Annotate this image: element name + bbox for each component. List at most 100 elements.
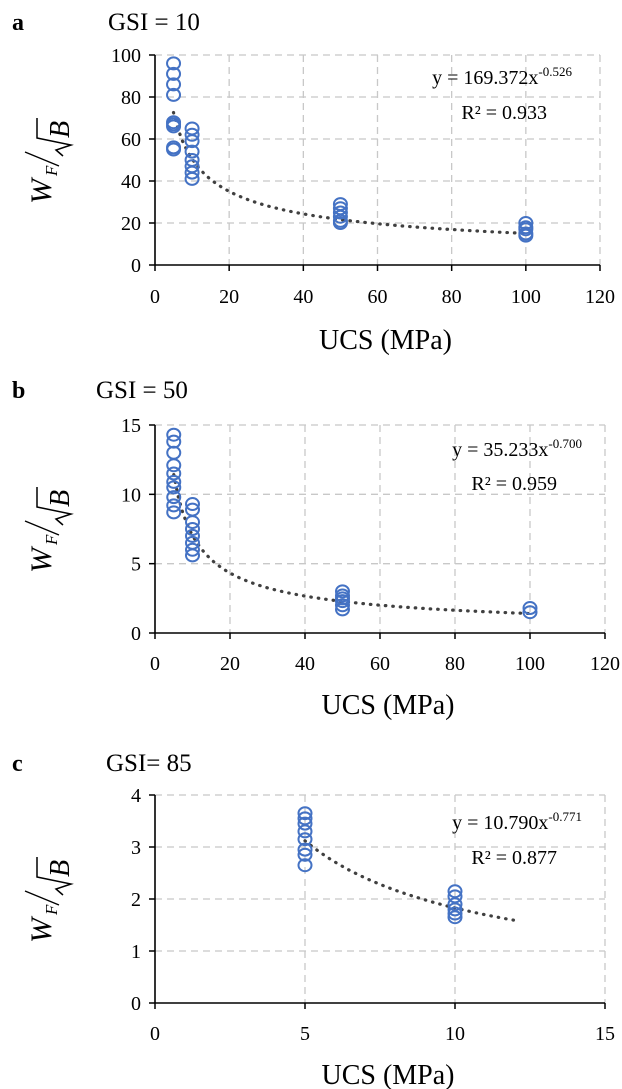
x-tick-label: 5 bbox=[300, 1023, 310, 1045]
data-point bbox=[447, 906, 463, 921]
data-point bbox=[185, 522, 200, 536]
x-tick-label: 120 bbox=[590, 653, 620, 675]
data-point bbox=[297, 842, 313, 857]
chart-panel-a: a GSI = 10 0 20 40 60 80 100 120 0 20 40 60 80 100 UCS … bbox=[12, 9, 615, 356]
y-axis-label: WF B bbox=[24, 118, 76, 204]
y-label-w: W bbox=[25, 545, 58, 573]
sqrt-sign bbox=[36, 857, 74, 896]
x-tick-label: 60 bbox=[370, 653, 390, 675]
x-tick-label: 20 bbox=[220, 653, 240, 675]
data-point bbox=[335, 598, 350, 613]
data-point bbox=[184, 144, 200, 159]
trendline bbox=[172, 473, 532, 616]
y-label-w: W bbox=[25, 915, 58, 943]
data-point bbox=[166, 66, 182, 81]
data-point bbox=[166, 458, 182, 473]
trend-equation: y = 169.372x-0.526 bbox=[432, 64, 572, 89]
panel-label: b bbox=[12, 378, 25, 404]
x-tick-label: 60 bbox=[368, 286, 388, 308]
x-tick-label: 0 bbox=[150, 1023, 160, 1045]
data-point bbox=[166, 466, 182, 481]
data-point bbox=[166, 56, 182, 71]
data-point bbox=[332, 209, 348, 224]
data-point bbox=[166, 77, 182, 92]
x-tick-label: 40 bbox=[293, 286, 313, 308]
data-point bbox=[335, 594, 350, 609]
data-point bbox=[297, 832, 313, 847]
y-tick-label: 100 bbox=[111, 45, 141, 67]
y-tick-label: 0 bbox=[131, 255, 141, 277]
y-tick-label: 40 bbox=[121, 171, 141, 193]
x-tick-label: 10 bbox=[445, 1023, 465, 1045]
data-point bbox=[184, 165, 200, 180]
y-label-w: W bbox=[25, 176, 58, 204]
y-label-slash bbox=[24, 151, 60, 167]
x-tick-label: 15 bbox=[595, 1023, 615, 1045]
data-point bbox=[166, 142, 182, 157]
data-point bbox=[166, 505, 182, 520]
y-label-sub: F bbox=[42, 534, 61, 546]
chart-title: GSI = 10 bbox=[108, 9, 200, 36]
equation-exponent: -0.526 bbox=[538, 64, 572, 79]
y-label-slash bbox=[24, 520, 60, 536]
data-point bbox=[184, 134, 200, 149]
equation-exponent: -0.771 bbox=[548, 809, 582, 824]
data-point bbox=[185, 515, 200, 530]
chart-title: GSI = 50 bbox=[96, 377, 188, 404]
data-point bbox=[184, 127, 200, 142]
x-tick-label: 100 bbox=[515, 653, 545, 675]
y-tick-label: 1 bbox=[131, 941, 141, 963]
y-tick-label: 4 bbox=[131, 785, 141, 807]
chart-panel-b: b GSI = 50 0 20 40 60 80 100 120 0 5 10 15 UCS (MPa) W… bbox=[12, 377, 620, 721]
sqrt-sign bbox=[36, 487, 74, 526]
data-point bbox=[185, 528, 200, 543]
data-point bbox=[447, 910, 463, 925]
y-tick-label: 20 bbox=[121, 213, 141, 235]
y-tick-label: 80 bbox=[121, 87, 141, 109]
data-point bbox=[297, 858, 313, 873]
x-axis-label: UCS (MPa) bbox=[321, 690, 454, 721]
equation-base: y = 35.233x bbox=[452, 439, 548, 461]
x-tick-label: 0 bbox=[150, 286, 160, 308]
y-tick-label: 3 bbox=[131, 837, 141, 859]
y-axis-label: WF B bbox=[24, 857, 76, 943]
y-tick-label: 10 bbox=[121, 484, 141, 506]
chart-panel-c: c GSI= 85 0 5 10 15 0 1 2 3 4 UCS (MPa) WF By = 10.79… bbox=[12, 750, 615, 1089]
data-point bbox=[297, 806, 313, 821]
data-point bbox=[185, 548, 200, 563]
data-point bbox=[297, 824, 313, 839]
equation-base: y = 10.790x bbox=[452, 812, 548, 834]
data-point bbox=[166, 490, 182, 505]
y-label-sub: F bbox=[42, 904, 61, 916]
data-point bbox=[522, 605, 538, 620]
x-tick-label: 20 bbox=[219, 286, 239, 308]
trend-equation: y = 35.233x-0.700 bbox=[452, 436, 582, 461]
data-point bbox=[185, 542, 200, 557]
y-tick-label: 5 bbox=[131, 554, 141, 576]
data-point bbox=[185, 497, 200, 512]
r-squared: R² = 0.877 bbox=[471, 847, 557, 869]
data-point bbox=[335, 584, 350, 599]
y-tick-label: 2 bbox=[131, 889, 141, 911]
x-tick-label: 0 bbox=[150, 653, 160, 675]
data-point bbox=[332, 205, 348, 220]
y-axis-label: WF B bbox=[24, 487, 76, 573]
y-tick-label: 15 bbox=[121, 415, 141, 437]
y-tick-label: 60 bbox=[121, 129, 141, 151]
x-tick-label: 80 bbox=[442, 286, 462, 308]
data-point bbox=[166, 119, 182, 134]
equation-exponent: -0.700 bbox=[548, 436, 582, 451]
x-tick-label: 100 bbox=[511, 286, 541, 308]
panel-label: a bbox=[12, 10, 24, 36]
x-axis-label: UCS (MPa) bbox=[321, 1060, 454, 1089]
data-point bbox=[297, 816, 313, 831]
trend-equation: y = 10.790x-0.771 bbox=[452, 809, 582, 834]
panel-label: c bbox=[12, 751, 23, 777]
r-squared: R² = 0.959 bbox=[471, 473, 557, 495]
y-label-sub: F bbox=[42, 165, 61, 177]
y-label-b: B bbox=[45, 860, 76, 877]
x-tick-label: 120 bbox=[585, 286, 615, 308]
y-tick-label: 0 bbox=[131, 993, 141, 1015]
data-point bbox=[522, 601, 538, 616]
